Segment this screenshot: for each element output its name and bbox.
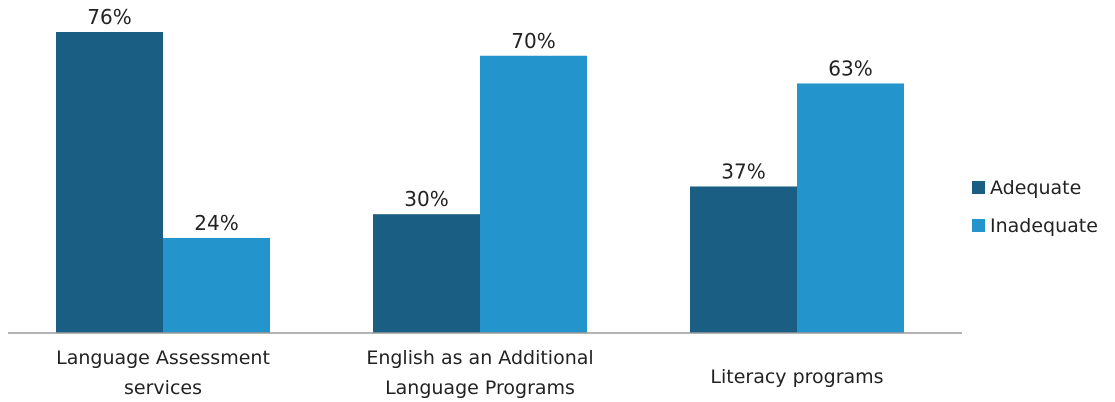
bar-inadequate-1 <box>480 55 587 334</box>
data-label-inadequate-2: 63% <box>828 56 872 80</box>
bar-adequate-2 <box>690 186 797 333</box>
data-label-adequate-1: 30% <box>404 187 448 211</box>
legend: Adequate Inadequate <box>972 177 1098 237</box>
data-label-inadequate-1: 70% <box>511 29 555 53</box>
x-tick-label-2-line-0: Literacy programs <box>710 366 883 388</box>
legend-label-inadequate: Inadequate <box>990 215 1098 237</box>
bars-group <box>56 32 904 334</box>
x-tick-labels-group: Language Assessment services English as an… <box>56 347 883 399</box>
data-label-adequate-0: 76% <box>87 5 131 29</box>
x-tick-label-0-line-1: services <box>124 377 202 399</box>
bar-adequate-0 <box>56 32 163 333</box>
bar-adequate-1 <box>373 214 480 333</box>
bar-inadequate-0 <box>163 237 270 333</box>
legend-label-adequate: Adequate <box>990 177 1081 199</box>
bar-inadequate-2 <box>797 83 904 333</box>
data-labels-group: 76% 30% 37% 24% 70% 63% <box>87 5 872 235</box>
x-tick-label-1-line-0: English as an Additional <box>366 347 593 369</box>
legend-swatch-inadequate <box>972 219 985 232</box>
data-label-adequate-2: 37% <box>721 159 765 183</box>
legend-swatch-adequate <box>972 181 985 194</box>
data-label-inadequate-0: 24% <box>194 211 238 235</box>
x-tick-label-1-line-1: Language Programs <box>385 377 575 399</box>
x-tick-label-0-line-0: Language Assessment <box>56 347 270 369</box>
